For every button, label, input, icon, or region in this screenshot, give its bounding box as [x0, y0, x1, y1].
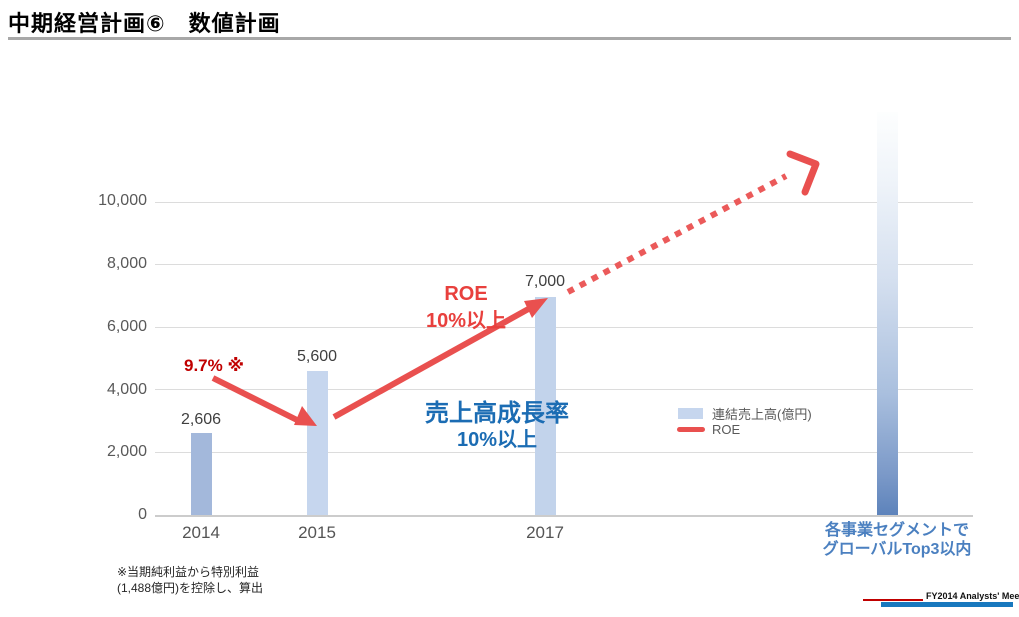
y-tick-2000: 2,000: [106, 443, 147, 460]
bar-label-2017: 7,000: [524, 273, 566, 290]
y-tick-4000: 4,000: [106, 381, 147, 398]
bar-2015: [307, 371, 328, 515]
gridline: [155, 452, 973, 453]
bar-2017: [535, 297, 556, 515]
x-label-2015: 2015: [298, 523, 336, 542]
legend-line-swatch-icon: [677, 427, 705, 432]
annotation-global-top3-line2: グローバルTop3以内: [822, 541, 972, 558]
footer-blue-bar: [881, 602, 1013, 607]
x-label-2017: 2017: [526, 523, 564, 542]
roe-future-dotted-line: [566, 173, 788, 295]
annotation-roe-target-line2: 10%以上: [425, 310, 507, 332]
gridline: [155, 327, 973, 328]
legend-bar-swatch-icon: [678, 408, 703, 419]
footnote-line1: ※当期純利益から特別利益: [117, 565, 260, 579]
bar-label-2015: 5,600: [296, 348, 338, 365]
annotation-roe-target: ROE 10%以上: [401, 281, 531, 335]
footnote-line2: (1,488億円)を控除し、算出: [117, 581, 264, 595]
page-title: 中期経営計画⑥ 数値計画: [8, 11, 281, 36]
roe-future-arrowhead-icon: [786, 150, 820, 196]
gridline: [155, 389, 973, 390]
y-tick-6000: 6,000: [106, 318, 147, 335]
annotation-sales-growth-line2: 10%以上: [456, 429, 538, 451]
gridline: [155, 264, 973, 265]
footer-red-rule: [863, 599, 923, 601]
title-underline: [8, 37, 1011, 40]
gridline: [155, 202, 973, 203]
y-tick-10000: 10,000: [98, 192, 147, 209]
annotation-roe-2014: 9.7% ※: [184, 356, 244, 375]
annotation-roe-target-line1: ROE: [444, 283, 488, 305]
legend-line-label: ROE: [712, 422, 741, 437]
bar-2014: [191, 433, 212, 515]
legend-bar-label: 連結売上高(億円): [712, 407, 812, 422]
footnote: ※当期純利益から特別利益 (1,488億円)を控除し、算出: [117, 564, 263, 596]
bar-label-2014: 2,606: [180, 411, 222, 428]
annotation-sales-growth: 売上高成長率 10%以上: [397, 400, 597, 452]
annotation-global-top3: 各事業セグメントで グローバルTop3以内: [795, 521, 999, 559]
annotation-global-top3-line1: 各事業セグメントで: [824, 522, 969, 539]
footer-label: FY2014 Analysts' Meeting: [926, 591, 1019, 601]
y-tick-8000: 8,000: [106, 255, 147, 272]
x-axis-line: [155, 515, 973, 517]
annotation-sales-growth-line1: 売上高成長率: [425, 400, 569, 427]
x-label-2014: 2014: [182, 523, 220, 542]
y-tick-0: 0: [138, 506, 147, 523]
bar-future-gradient: [877, 112, 898, 515]
